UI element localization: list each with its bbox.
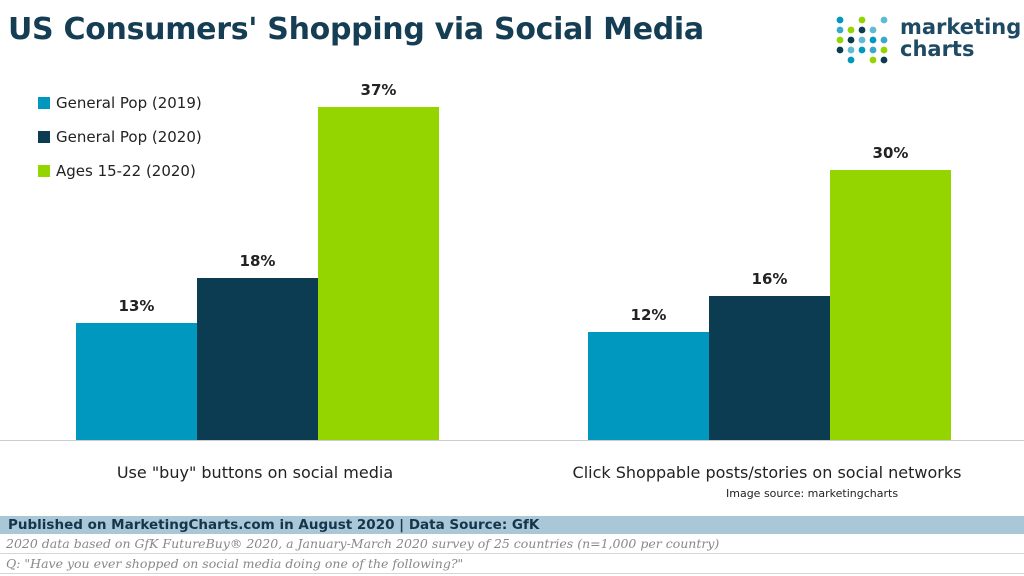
footer-note-question: Q: "Have you ever shopped on social medi… [0,554,1024,574]
legend-swatch [38,165,50,177]
category-label: Click Shoppable posts/stories on social … [573,463,962,482]
legend-swatch [38,97,50,109]
logo-dot [858,46,866,54]
logo-line1: marketing [900,15,1022,39]
footer-note-survey: 2020 data based on GfK FutureBuy® 2020, … [0,534,1024,554]
logo-dot [869,36,877,44]
logo-dot [836,46,844,54]
logo-dot [847,46,855,54]
image-source-note: Image source: marketingcharts [726,487,899,500]
bar [76,323,197,440]
bar-value-label: 12% [631,306,667,324]
footer: Published on MarketingCharts.com in Augu… [0,516,1024,576]
logo-dot [880,56,888,64]
bar-value-label: 13% [119,297,155,315]
logo-dot [847,26,855,34]
logo-dot [836,16,844,24]
footer-published: Published on MarketingCharts.com in Augu… [0,516,1024,534]
chart-legend: General Pop (2019) General Pop (2020) Ag… [38,86,202,188]
bar-value-label: 30% [873,144,909,162]
chart-title: US Consumers' Shopping via Social Media [8,12,704,47]
legend-item-youth2020: Ages 15-22 (2020) [38,154,202,188]
logo-dot [869,26,877,34]
logo-dot [858,16,866,24]
logo-dot [858,26,866,34]
bar [197,278,318,440]
logo-dot [847,36,855,44]
bar-value-label: 18% [240,252,276,270]
logo-line2: charts [900,37,975,61]
logo-dot [847,56,855,64]
bar [830,170,951,440]
bar [318,107,439,440]
bar [709,296,830,440]
legend-label: General Pop (2019) [56,94,202,112]
logo-dot [858,36,866,44]
logo-dot [880,36,888,44]
bar-value-label: 16% [752,270,788,288]
legend-label: General Pop (2020) [56,128,202,146]
logo-dot [880,16,888,24]
logo-dot [836,36,844,44]
legend-swatch [38,131,50,143]
bar [588,332,709,440]
logo-dot [869,56,877,64]
logo-dot [869,46,877,54]
bar-chart: 13% 18% 37% Use "buy" buttons on social med… [0,81,1024,482]
bar-value-label: 37% [361,81,397,99]
legend-label: Ages 15-22 (2020) [56,162,196,180]
logo-dot [836,26,844,34]
category-label: Use "buy" buttons on social media [117,463,393,482]
marketingcharts-logo: marketing charts [836,12,1024,68]
legend-item-gp2019: General Pop (2019) [38,86,202,120]
legend-item-gp2020: General Pop (2020) [38,120,202,154]
logo-dot [880,46,888,54]
logo-dots-icon [836,16,888,64]
